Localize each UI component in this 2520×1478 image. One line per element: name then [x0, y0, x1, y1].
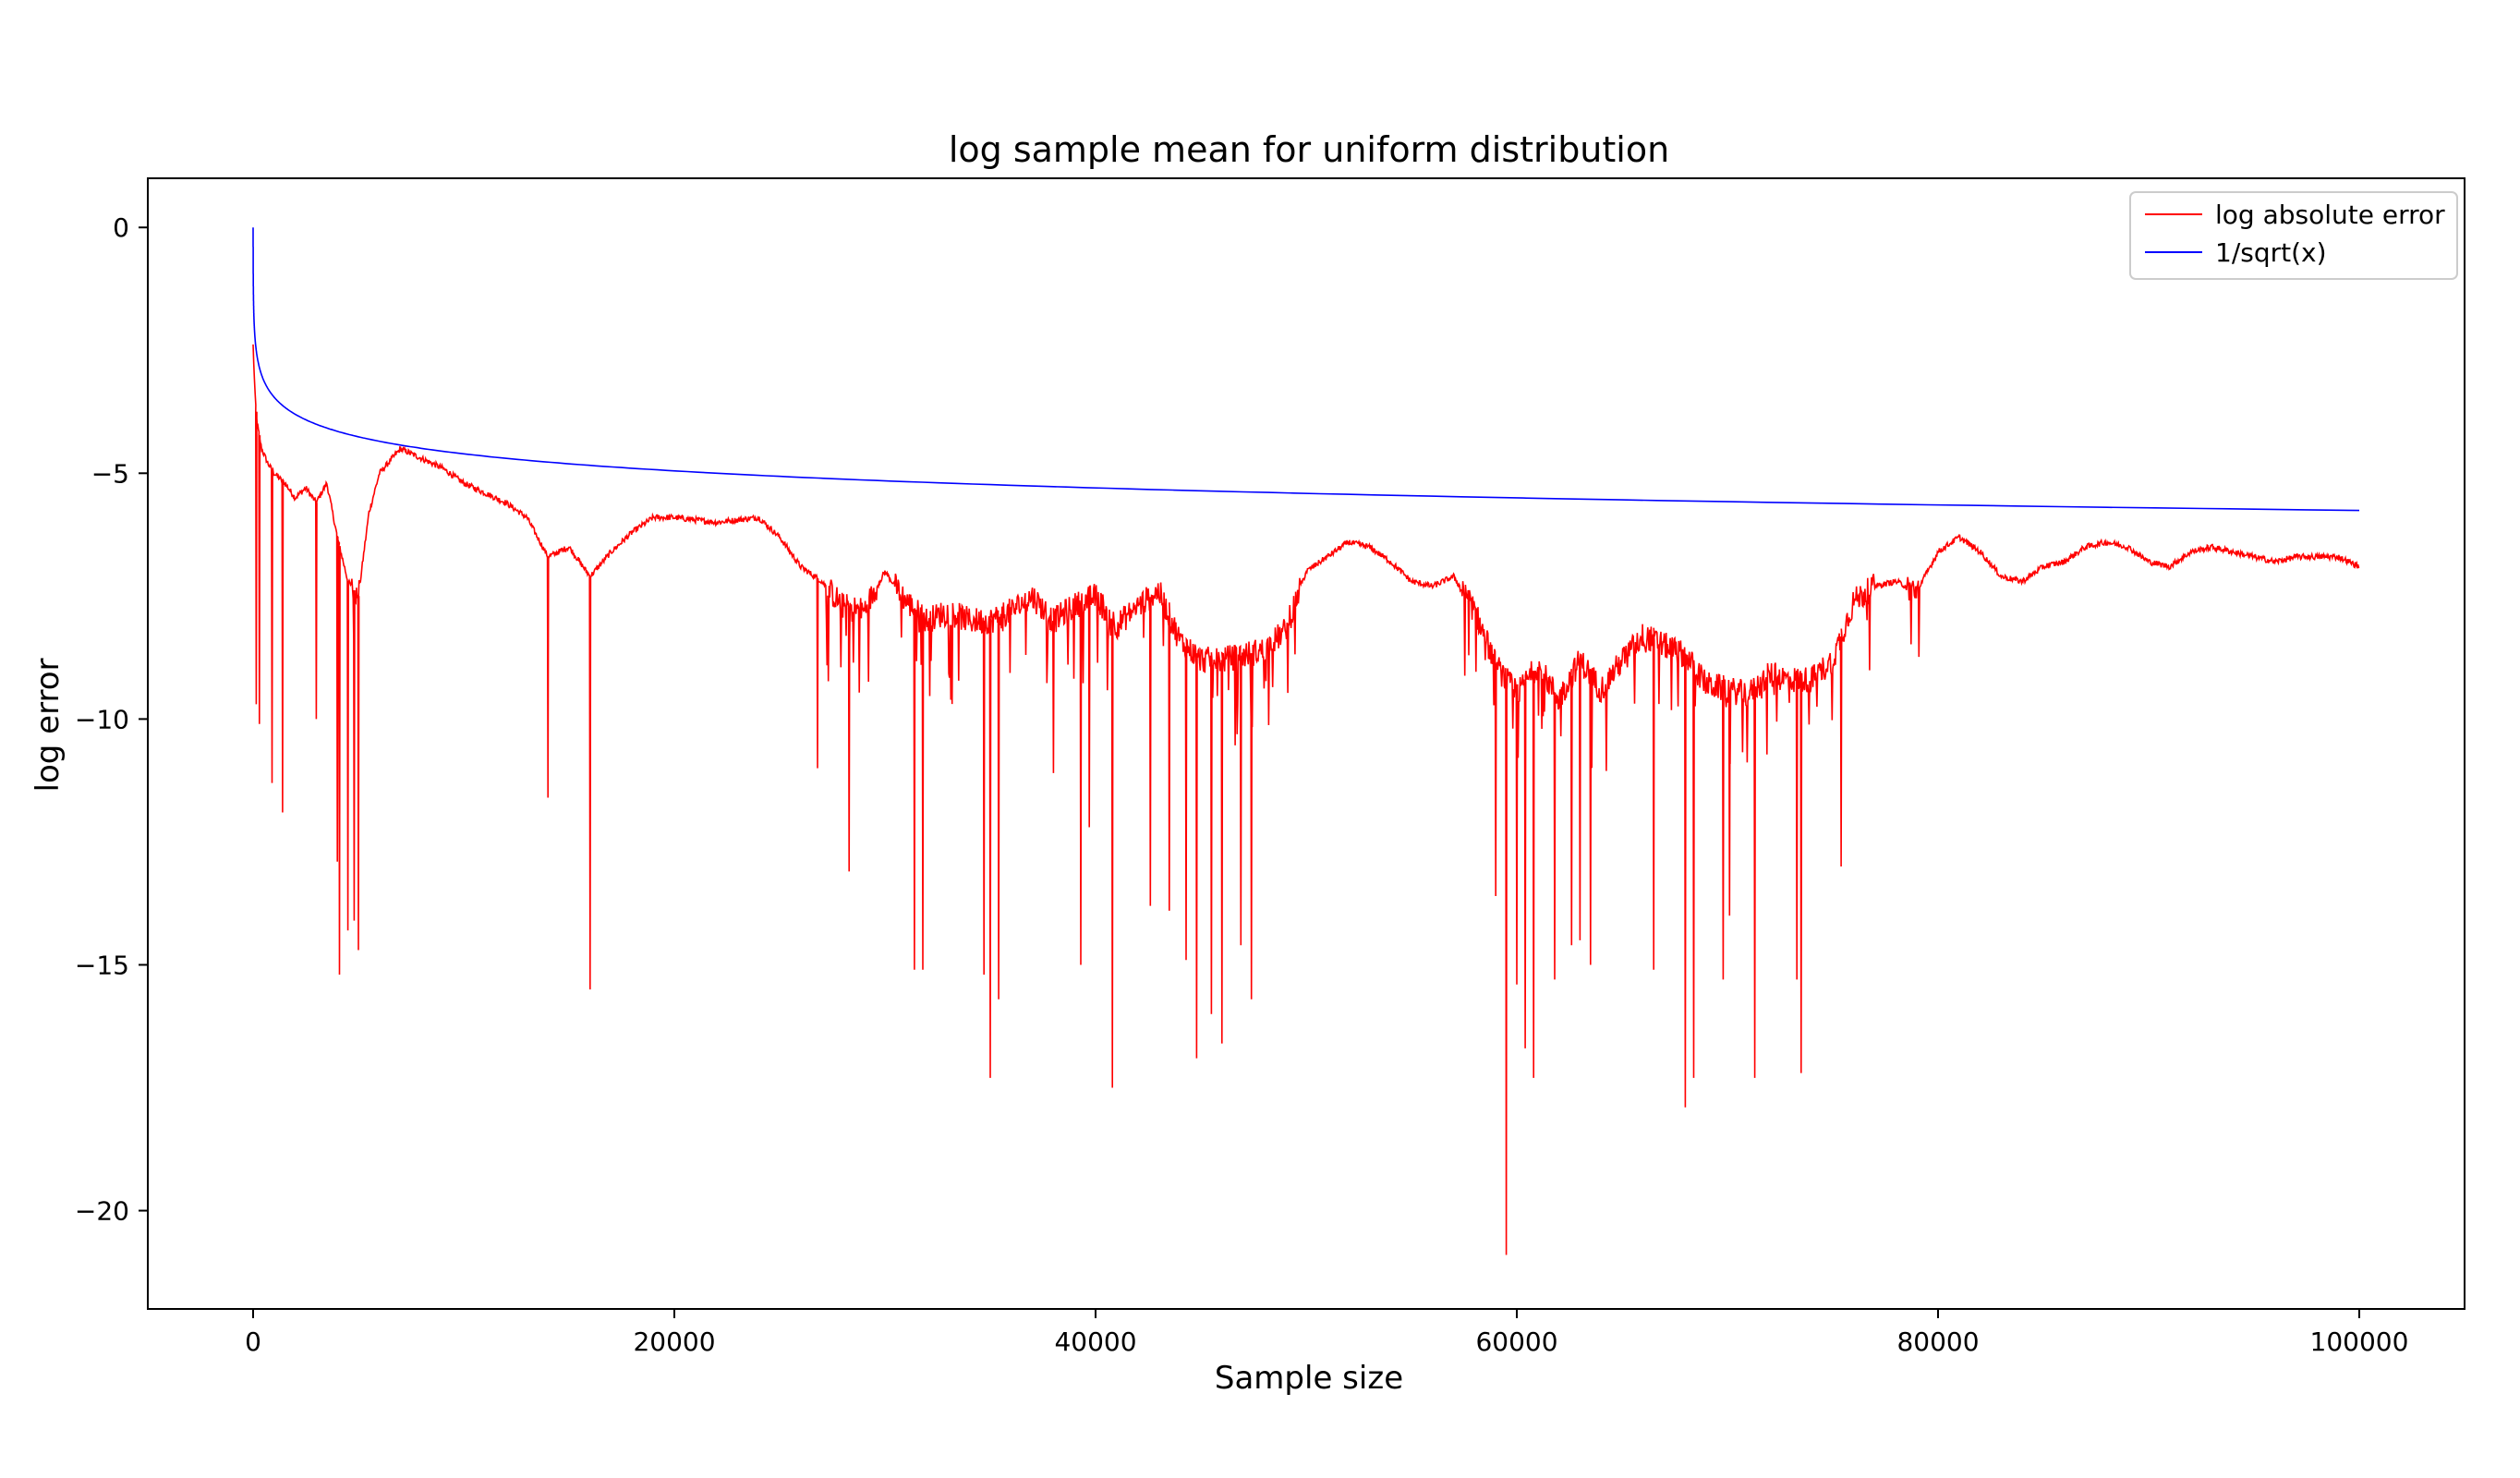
- x-tick-label: 40000: [1054, 1327, 1136, 1357]
- x-tick-label: 100000: [2310, 1327, 2409, 1357]
- x-axis: 0 20000 40000 60000 80000 100000: [245, 1309, 2408, 1357]
- x-tick-label: 60000: [1475, 1327, 1557, 1357]
- legend: log absolute error 1/sqrt(x): [2129, 191, 2458, 280]
- y-tick-label: −10: [75, 704, 129, 734]
- y-axis: 0 −5 −10 −15 −20: [75, 212, 148, 1227]
- plot-area: [252, 227, 2360, 1255]
- x-tick-label: 20000: [633, 1327, 715, 1357]
- legend-box: [2129, 191, 2458, 280]
- y-tick-label: 0: [113, 212, 129, 243]
- series-line-1-sqrt-x: [252, 227, 2360, 512]
- plot-frame: [147, 177, 2465, 1310]
- y-axis-label: log error: [30, 659, 67, 793]
- series-line-log-absolute-error: [252, 344, 2360, 1255]
- y-tick-label: −20: [75, 1196, 129, 1227]
- legend-label-1-sqrt-x: 1/sqrt(x): [2215, 237, 2327, 268]
- chart-title: log sample mean for uniform distribution: [949, 129, 1669, 170]
- y-tick-label: −15: [75, 950, 129, 980]
- x-tick-label: 80000: [1896, 1327, 1979, 1357]
- y-tick-label: −5: [91, 458, 129, 489]
- x-tick-label: 0: [245, 1327, 261, 1357]
- legend-label-log-absolute-error: log absolute error: [2215, 200, 2445, 230]
- x-axis-label: Sample size: [1215, 1360, 1403, 1397]
